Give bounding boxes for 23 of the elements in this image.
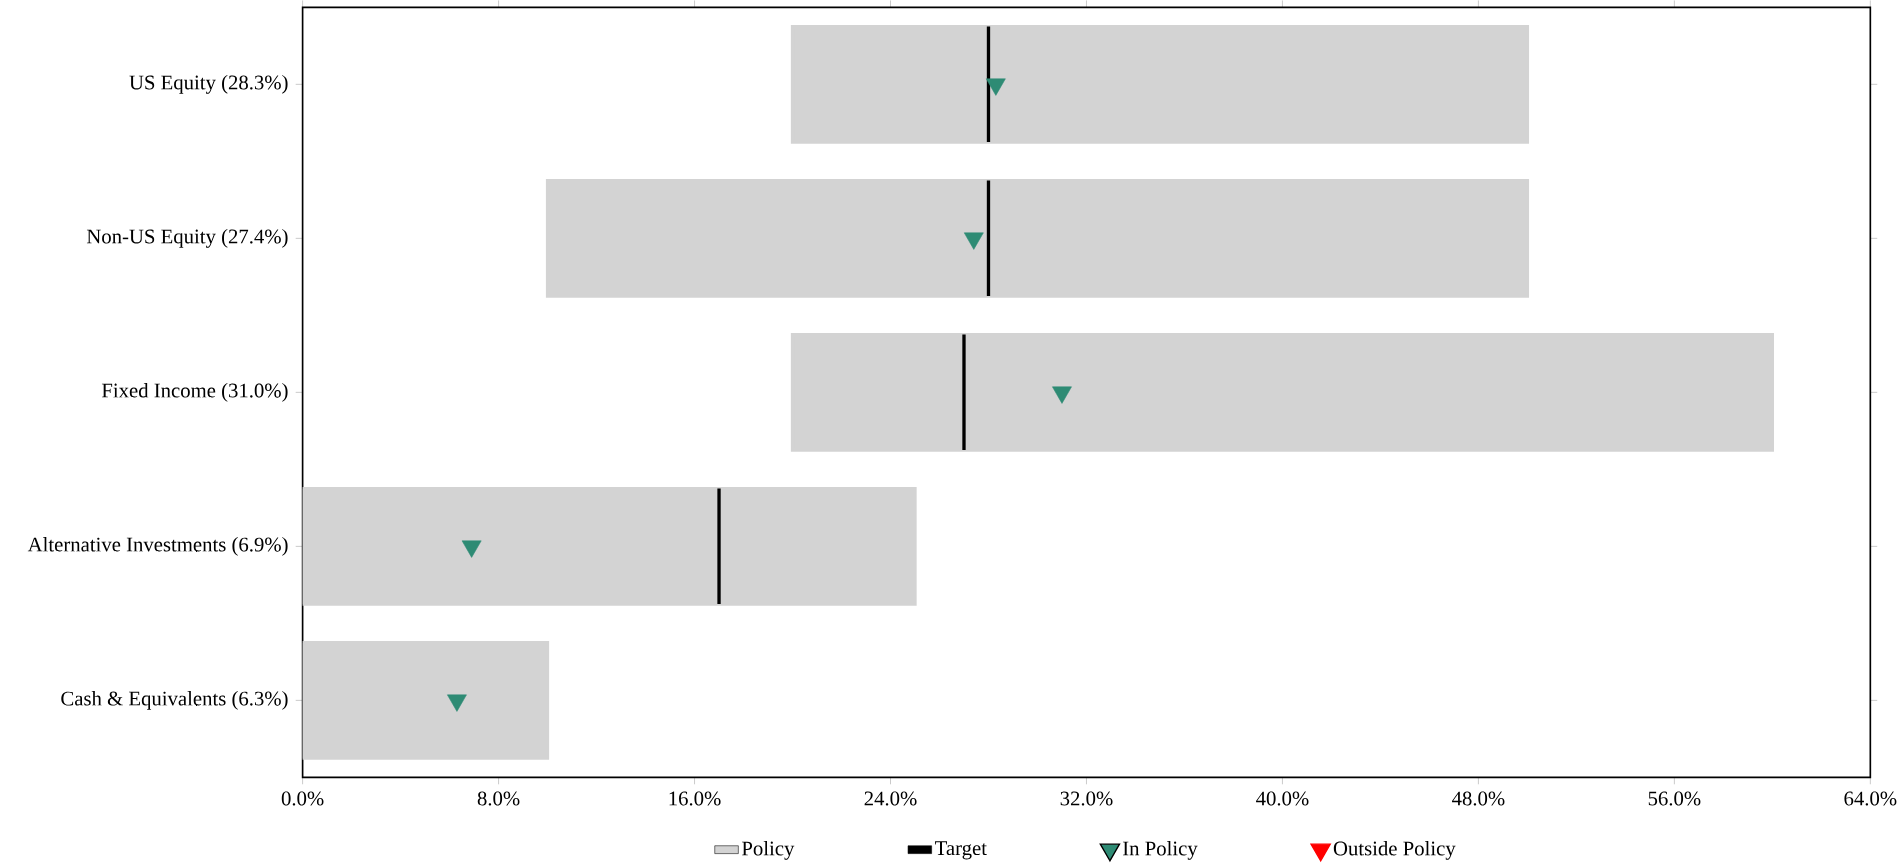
legend-label: Outside Policy [1333,840,1456,860]
x-tick-label: 48.0% [1452,791,1505,806]
y-tick-label: Fixed Income (31.0%) [101,382,288,402]
y-tick-label: Non-US Equity (27.4%) [86,228,288,248]
x-tick-label: 8.0% [477,791,520,806]
x-tick-label: 56.0% [1648,791,1701,806]
x-tick-label: 0.0% [281,791,324,806]
y-tick-label: US Equity (28.3%) [129,74,288,94]
x-tick-label: 64.0% [1844,791,1897,806]
x-tick-label: 16.0% [669,791,721,806]
point [461,540,482,558]
y-tick-label: Cash & Equivalents (6.3%) [61,691,288,710]
x-tick-label: 40.0% [1256,791,1309,806]
x-tick-label: 32.0% [1060,791,1113,806]
legend-label: In Policy [1123,840,1198,860]
point [1052,386,1072,404]
point [985,78,1006,96]
y-tick-label: Alternative Investments (6.9%) [27,536,288,556]
legend-label: Target [935,841,987,860]
point [447,694,467,712]
x-tick-label: 24.0% [864,791,917,806]
legend-label: Policy [742,840,795,860]
point [963,232,984,250]
